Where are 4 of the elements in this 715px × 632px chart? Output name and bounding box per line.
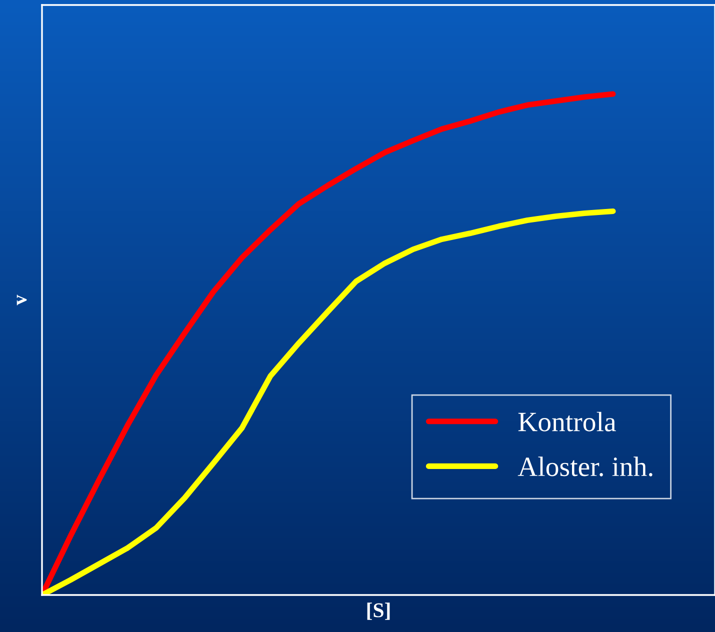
legend-label: Aloster. inh. [518, 456, 652, 476]
y-axis-title: v [16, 294, 27, 306]
legend-label: Kontrola [518, 412, 616, 432]
x-axis-title: [S] [367, 602, 390, 620]
